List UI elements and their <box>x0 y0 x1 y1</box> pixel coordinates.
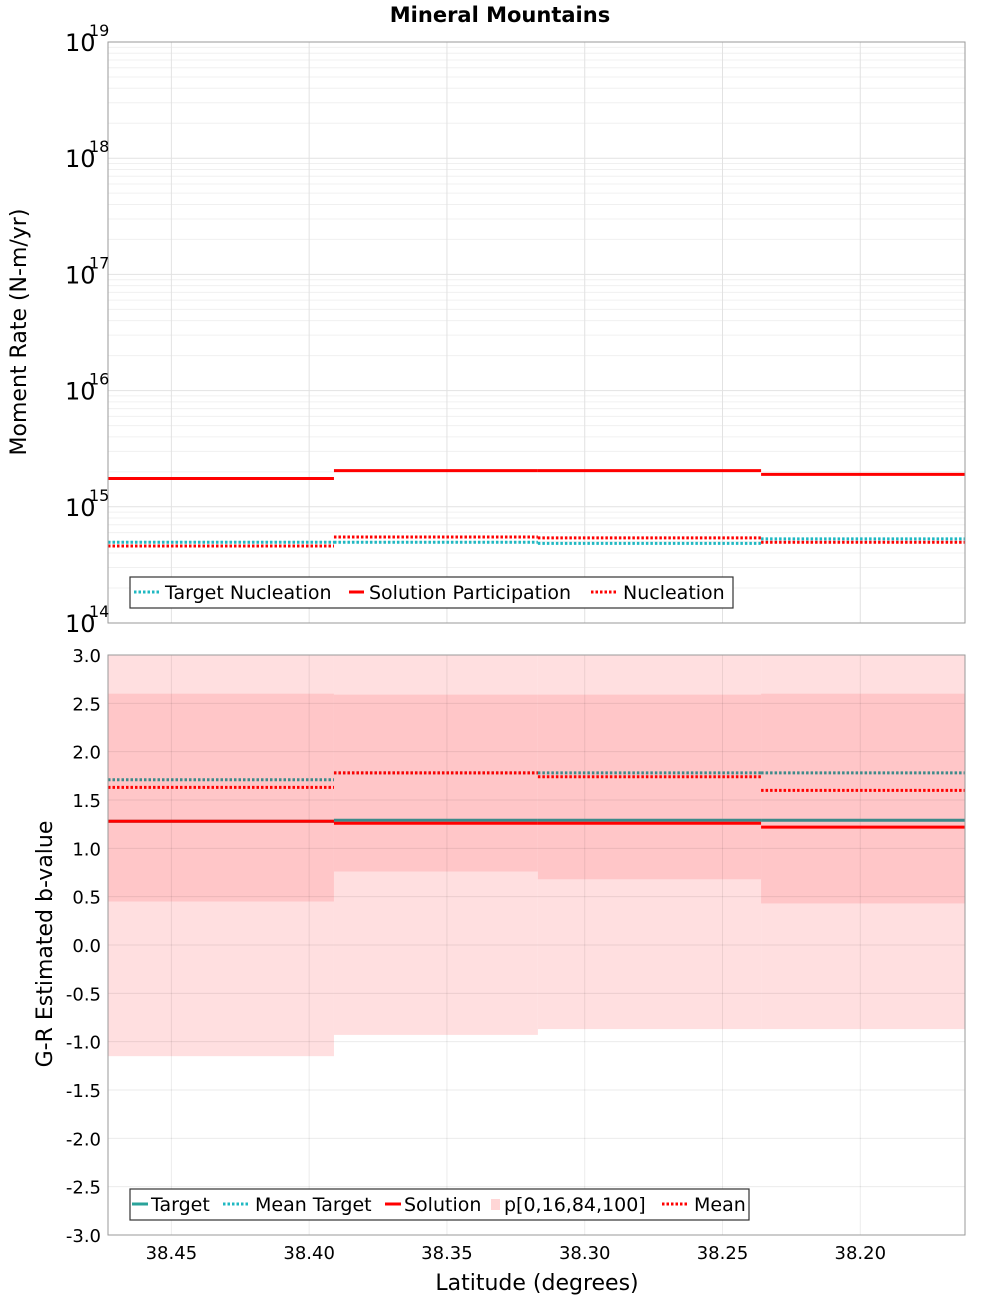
moment-rate-frame <box>107 41 966 624</box>
legend-label-percentile-band: p[0,16,84,100] <box>504 1194 646 1216</box>
b-value-y-label: G-R Estimated b-value <box>33 821 58 1068</box>
legend-label-mean: Mean <box>694 1194 746 1216</box>
b-value-series <box>108 771 965 829</box>
y-tick-label-base-14: 10 <box>65 610 96 638</box>
legend-label-target-nucleation: Target Nucleation <box>164 582 332 604</box>
y-tick-label-exp-16: 16 <box>89 370 109 389</box>
y-tick-label: -3.0 <box>66 1226 101 1247</box>
moment-rate-gridlines <box>108 41 965 624</box>
legend-swatch-percentile-band <box>491 1199 500 1210</box>
band-p16-p84-1 <box>108 693 334 902</box>
y-tick-label: -1.0 <box>66 1033 101 1054</box>
y-tick-label: 1.0 <box>72 839 101 860</box>
y-tick-label: 0.5 <box>72 888 101 909</box>
legend-label-solution: Solution <box>404 1194 481 1216</box>
y-tick-label-exp-19: 19 <box>89 21 109 40</box>
y-tick-label-base-15: 10 <box>65 494 96 522</box>
y-tick-label-base-18: 10 <box>65 145 96 173</box>
y-tick-label: 2.0 <box>72 743 101 764</box>
y-tick-label-exp-14: 14 <box>89 602 109 621</box>
legend-label-solution-participation: Solution Participation <box>369 582 571 604</box>
b-value-percentile-bands <box>108 655 965 1057</box>
y-tick-label: -2.0 <box>66 1129 101 1150</box>
y-tick-label: -2.5 <box>66 1178 101 1199</box>
b-value-frame <box>107 654 966 1236</box>
legend-label-mean-target: Mean Target <box>255 1194 372 1216</box>
y-tick-label-exp-18: 18 <box>89 137 109 156</box>
y-tick-label-base-19: 10 <box>65 29 96 57</box>
chart-title: Mineral Mountains <box>390 3 610 27</box>
x-tick-label: 38.45 <box>146 1243 198 1264</box>
y-tick-label-base-17: 10 <box>65 261 96 289</box>
b-value-x-ticks: 38.45 38.40 38.35 38.30 38.25 38.20 <box>146 1243 886 1264</box>
x-tick-label: 38.25 <box>697 1243 749 1264</box>
y-tick-label: -0.5 <box>66 984 101 1005</box>
moment-rate-series <box>108 469 965 548</box>
legend-label-target: Target <box>150 1194 210 1216</box>
band-p16-p84-2 <box>333 694 538 872</box>
band-p16-p84-4 <box>761 693 965 904</box>
b-value-legend: Target Mean Target Solution p[0,16,84,10… <box>129 1188 750 1221</box>
y-tick-label: 2.5 <box>72 694 101 715</box>
legend-label-nucleation: Nucleation <box>623 582 725 604</box>
y-tick-label-base-16: 10 <box>65 378 96 406</box>
moment-rate-y-label: Moment Rate (N-m/yr) <box>7 209 32 456</box>
x-tick-label: 38.40 <box>283 1243 335 1264</box>
x-axis-label: Latitude (degrees) <box>435 1271 638 1296</box>
y-tick-label: 1.5 <box>72 791 101 812</box>
x-tick-label: 38.20 <box>835 1243 887 1264</box>
moment-rate-legend: Target Nucleation Solution Participation… <box>129 576 734 609</box>
y-tick-label: 0.0 <box>72 936 101 957</box>
x-tick-label: 38.35 <box>421 1243 473 1264</box>
moment-rate-legend-box <box>129 576 734 609</box>
x-tick-label: 38.30 <box>559 1243 611 1264</box>
y-tick-label: 3.0 <box>72 646 101 667</box>
b-value-panel: 3.0 2.5 2.0 1.5 1.0 0.5 0.0 -0.5 -1.0 -1.5 -2.0 -2.… <box>33 646 966 1296</box>
b-value-y-ticks: 3.0 2.5 2.0 1.5 1.0 0.5 0.0 -0.5 -1.0 -1.5 -2.0 -2.… <box>66 646 101 1247</box>
band-p16-p84-3 <box>537 694 762 880</box>
y-tick-label: -1.5 <box>66 1081 101 1102</box>
y-tick-label-exp-15: 15 <box>89 486 109 505</box>
y-tick-label-exp-17: 17 <box>89 253 109 272</box>
